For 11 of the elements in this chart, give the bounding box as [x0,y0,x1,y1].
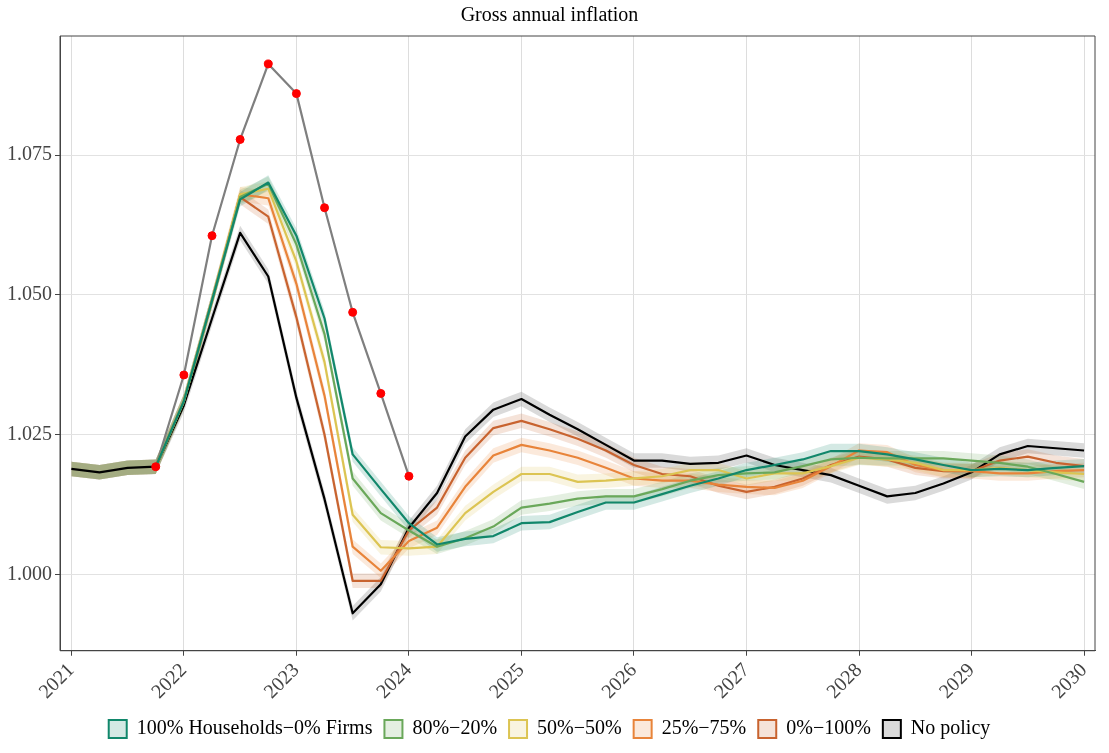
y-tick-label: 1.025 [7,422,52,445]
legend-label: 100% Households−0% Firms [136,716,373,739]
y-tick-label: 1.000 [7,561,52,584]
legend-label: 80%−20% [412,716,498,739]
legend-label: 25%−75% [661,716,747,739]
legend-label: 0%−100% [786,716,871,739]
legend-label: No policy [910,716,991,740]
y-tick-label: 1.050 [7,282,52,305]
legend-label: 50%−50% [537,716,622,739]
chart-title: Gross annual inflation [460,3,639,26]
y-tick-label: 1.075 [7,142,52,165]
